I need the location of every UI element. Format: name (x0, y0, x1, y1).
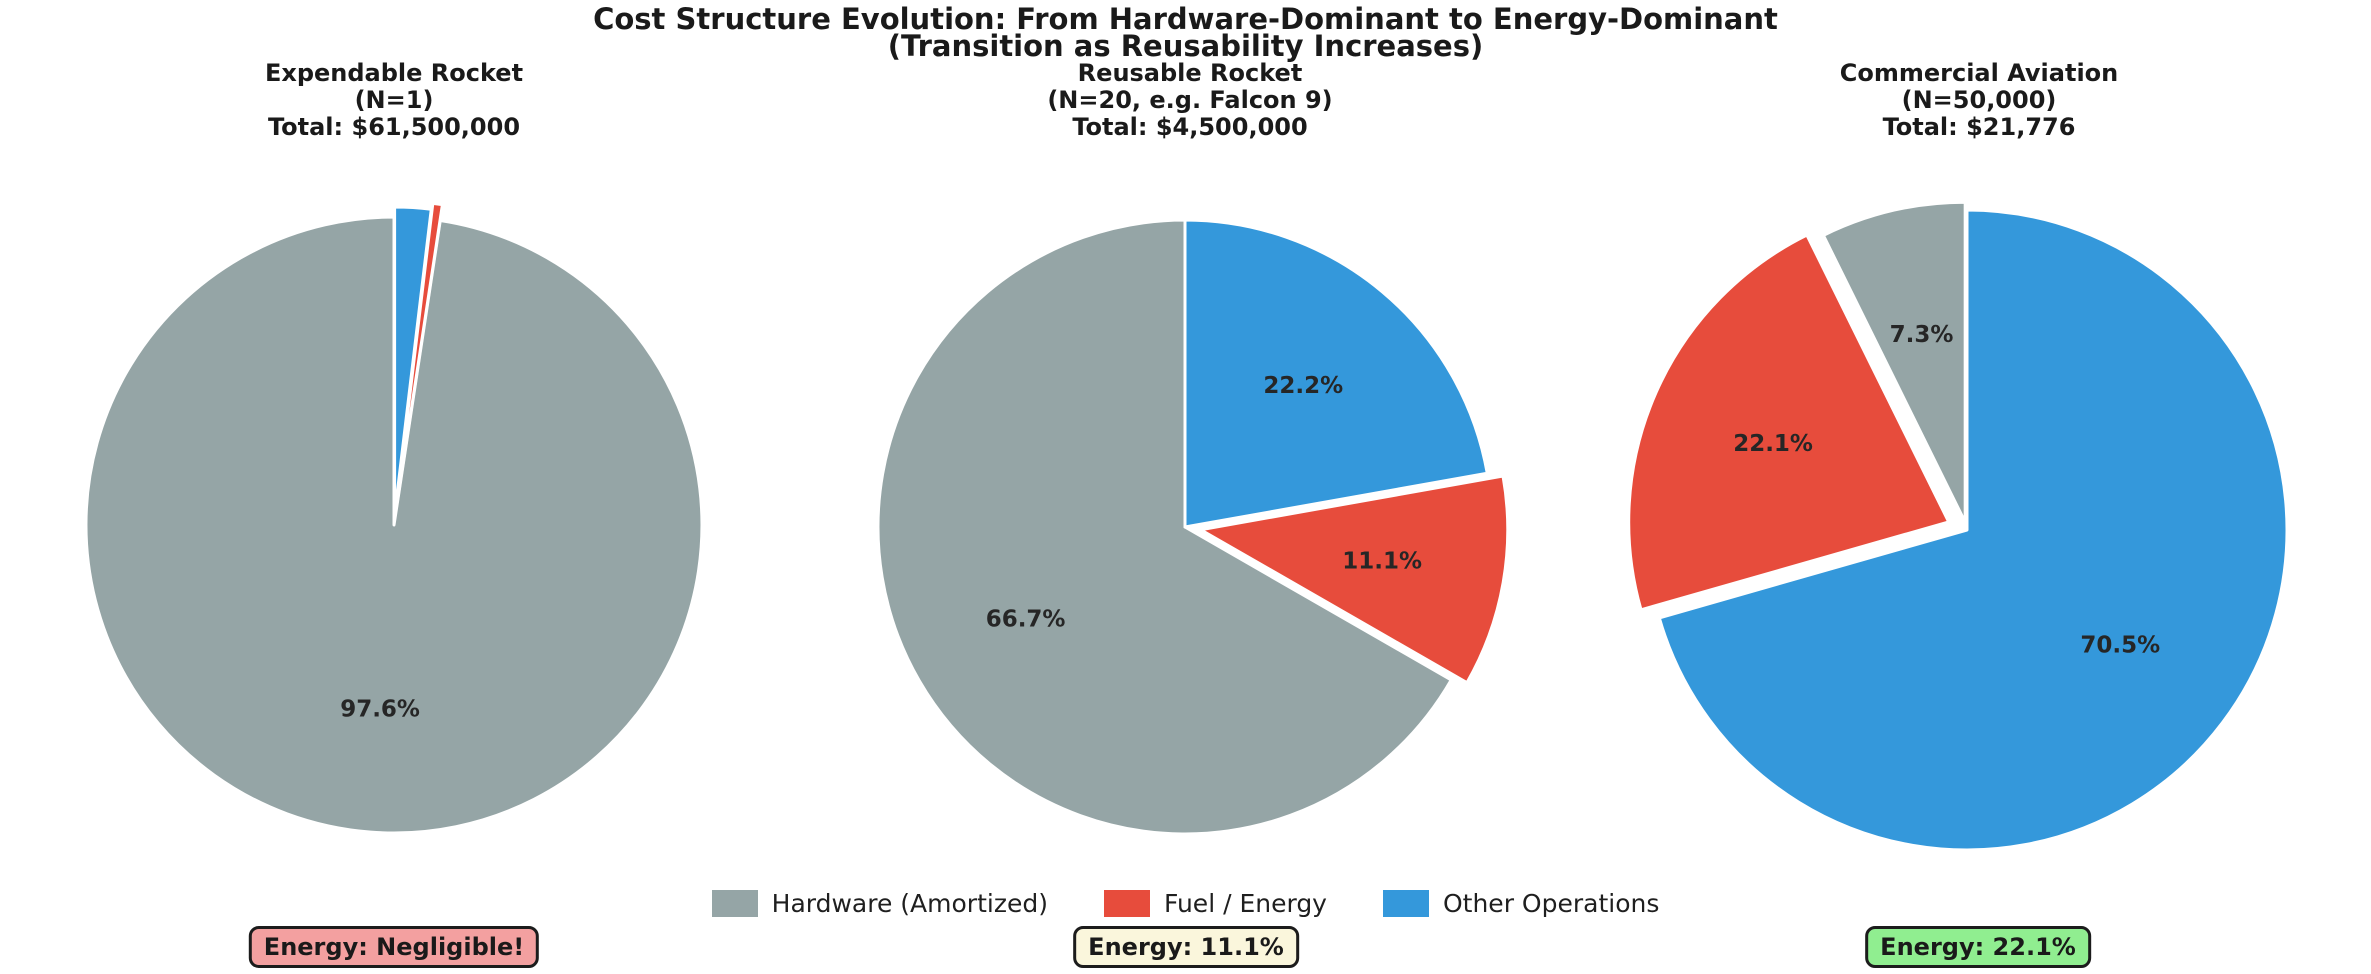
pie2-title-line2: (N=20, e.g. Falcon 9) (1047, 86, 1333, 114)
pie2-wedge-hardware-amortized (876, 218, 1453, 836)
pie3-title: Commercial Aviation (N=50,000) Total: $2… (1840, 60, 2119, 141)
legend-item-other: Other Operations (1382, 889, 1660, 918)
pie1-title: Expendable Rocket (N=1) Total: $61,500,0… (265, 60, 523, 141)
figure-title-line1: Cost Structure Evolution: From Hardware-… (593, 2, 1778, 36)
legend: Hardware (Amortized) Fuel / Energy Other… (0, 889, 2371, 918)
legend-swatch-other (1382, 890, 1429, 917)
pie2-wedge-other-operations (1183, 218, 1489, 529)
pie2-title-line3: Total: $4,500,000 (1072, 113, 1308, 141)
pie1-title-line3: Total: $61,500,000 (267, 113, 521, 141)
legend-label-other: Other Operations (1442, 889, 1660, 918)
pie1-energy-annotation: Energy: Negligible! (248, 926, 540, 968)
legend-label-hardware: Hardware (Amortized) (771, 889, 1048, 918)
pie3-wedge-fuel-energy (1627, 233, 1951, 612)
pie3-pct-label-fuel-energy: 22.1% (1733, 431, 1813, 457)
pie2-pct-label-fuel-energy: 11.1% (1342, 548, 1422, 574)
legend-swatch-hardware (711, 890, 758, 917)
pie3-energy-annotation: Energy: 22.1% (1865, 926, 2091, 968)
pie1-title-line2: (N=1) (354, 86, 434, 114)
pie1-wedge-other-operations (393, 205, 433, 517)
figure-title-line2: (Transition as Reusability Increases) (887, 29, 1484, 63)
pie3-title-line3: Total: $21,776 (1882, 113, 2076, 141)
pie1-wedge-fuel-energy (394, 201, 444, 511)
pie3-wedge-other-operations (1657, 208, 2289, 852)
legend-item-fuel: Fuel / Energy (1103, 889, 1327, 918)
pie2-pct-label-hardware-amortized: 66.7% (986, 606, 1066, 632)
pie1-pct-label-hardware-amortized: 97.6% (340, 696, 420, 722)
pie2-wedge-fuel-energy (1199, 474, 1510, 685)
pie3-title-line1: Commercial Aviation (1839, 59, 2119, 87)
pie1-wedge-hardware-amortized (84, 215, 704, 835)
pie3-pct-label-hardware-amortized: 7.3% (1890, 322, 1954, 348)
pie2-title-line1: Reusable Rocket (1077, 59, 1303, 87)
pie2-energy-annotation: Energy: 11.1% (1073, 926, 1299, 968)
legend-item-hardware: Hardware (Amortized) (711, 889, 1048, 918)
pie2-title: Reusable Rocket (N=20, e.g. Falcon 9) To… (1047, 60, 1332, 141)
figure-title: Cost Structure Evolution: From Hardware-… (0, 2, 2371, 63)
pie3-title-line2: (N=50,000) (1901, 86, 2057, 114)
pie3-pct-label-other-operations: 70.5% (2080, 633, 2160, 659)
pie2-pct-label-other-operations: 22.2% (1263, 373, 1343, 399)
legend-swatch-fuel (1103, 890, 1150, 917)
legend-label-fuel: Fuel / Energy (1163, 889, 1327, 918)
pie1-title-line1: Expendable Rocket (264, 59, 524, 87)
pie3-wedge-hardware-amortized (1821, 200, 1967, 524)
